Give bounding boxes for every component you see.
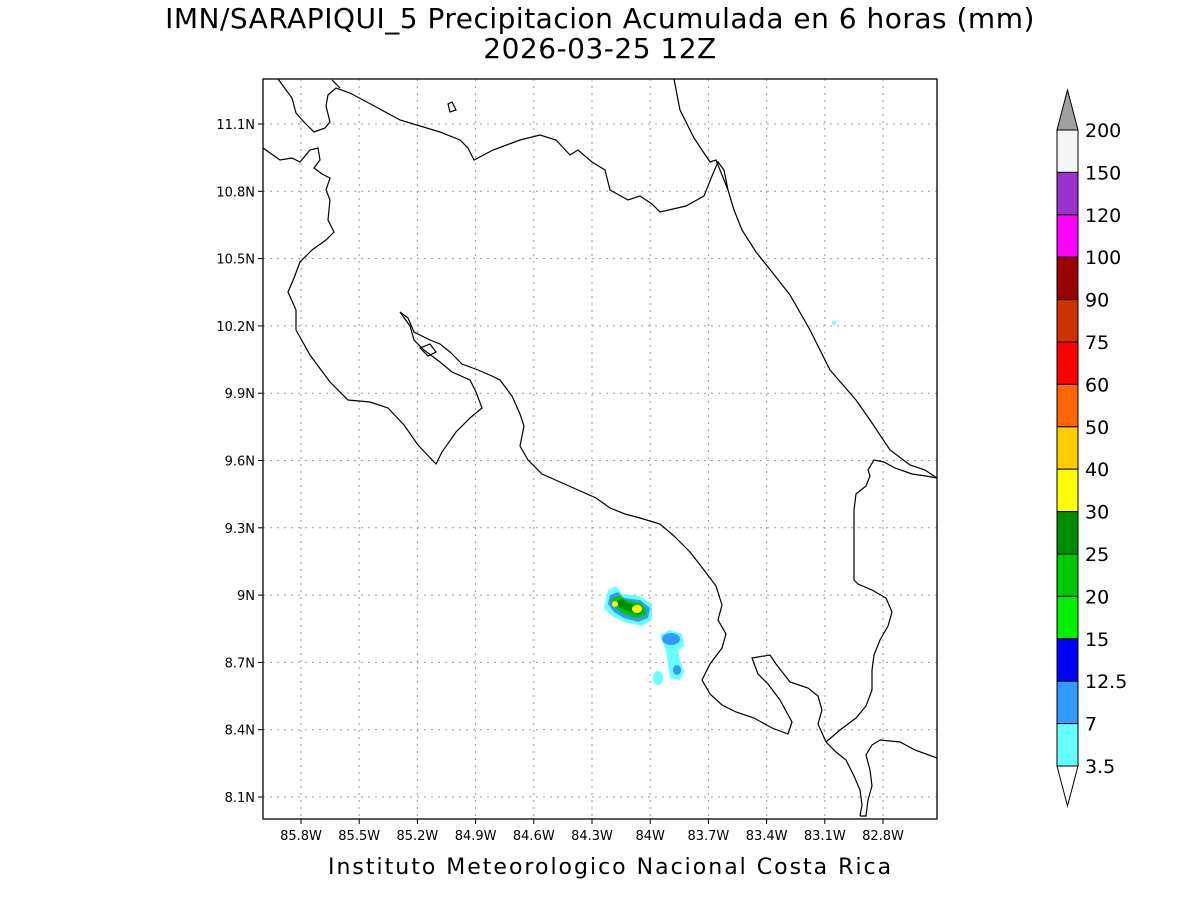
lon-tick-label: 85.8W xyxy=(280,829,322,844)
lat-tick-label: 8.7N xyxy=(225,656,255,671)
legend-swatch xyxy=(1056,426,1079,470)
legend-swatch xyxy=(1056,723,1079,767)
legend-swatch xyxy=(1056,553,1079,597)
legend-label: 30 xyxy=(1085,502,1109,524)
lat-tick-label: 10.5N xyxy=(216,253,255,268)
precipitation-field xyxy=(604,321,836,685)
legend-label: 75 xyxy=(1085,332,1109,354)
northern-border xyxy=(331,79,341,89)
color-legend: 200 150 120 100 90 75 60 50 40 30 25 20 15 12.5 7 3.5 xyxy=(1056,88,1127,808)
lat-tick-label: 11.1N xyxy=(216,118,255,133)
legend-label: 15 xyxy=(1085,629,1109,651)
panama-border-coastline xyxy=(860,739,937,817)
map-title: IMN/SARAPIQUI_5 Precipitacion Acumulada … xyxy=(165,2,1035,35)
legend-bottom-triangle xyxy=(1056,765,1079,808)
map-frame xyxy=(262,78,938,820)
legend-label: 200 xyxy=(1085,120,1121,142)
lon-tick-label: 84.6W xyxy=(513,829,555,844)
legend-label: 25 xyxy=(1085,544,1109,566)
lat-tick-label: 10.2N xyxy=(216,320,255,335)
legend-swatch xyxy=(1056,171,1079,216)
map-gridlines xyxy=(263,79,937,819)
legend-swatch xyxy=(1056,214,1079,258)
pacific-coastline xyxy=(277,79,729,213)
lon-tick-label: 83.4W xyxy=(746,829,788,844)
legend-label: 90 xyxy=(1085,290,1109,312)
lat-tick-label: 9.6N xyxy=(225,455,255,470)
lon-tick-label: 83.7W xyxy=(687,829,729,844)
caribbean-coastline xyxy=(673,79,937,479)
legend-swatch xyxy=(1056,299,1079,343)
map-datetime: 2026-03-25 12Z xyxy=(483,32,717,65)
lon-tick-label: 84.3W xyxy=(571,829,613,844)
lon-tick-label: 84.9W xyxy=(455,829,497,844)
legend-swatch xyxy=(1056,341,1079,385)
nicoya-and-southern-coastline xyxy=(263,147,863,817)
legend-label: 50 xyxy=(1085,417,1109,439)
osa-peninsula-coast xyxy=(825,459,937,743)
lake-island xyxy=(418,343,437,357)
coastline xyxy=(263,79,937,817)
lat-tick-label: 10.8N xyxy=(216,185,255,200)
legend-label: 60 xyxy=(1085,374,1109,396)
lat-tick-label: 9N xyxy=(237,589,255,604)
lat-tick-label: 8.4N xyxy=(225,724,255,739)
legend-swatch xyxy=(1056,638,1079,682)
legend-swatch xyxy=(1056,595,1079,640)
latitude-axis: 11.1N 10.8N 10.5N 10.2N 9.9N 9.6N 9.3N 9N 8.7N 8.… xyxy=(216,118,263,806)
lon-tick-label: 83.1W xyxy=(804,829,846,844)
lat-tick-label: 9.3N xyxy=(225,522,255,537)
legend-swatch xyxy=(1056,383,1079,428)
legend-label: 20 xyxy=(1085,586,1109,608)
precip-cluster-main xyxy=(604,586,652,626)
legend-label: 100 xyxy=(1085,247,1121,269)
lon-tick-label: 84W xyxy=(635,829,665,844)
lat-tick-label: 8.1N xyxy=(225,791,255,806)
legend-label: 12.5 xyxy=(1085,671,1127,693)
lat-tick-label: 9.9N xyxy=(225,387,255,402)
precip-cluster-northeast xyxy=(832,321,836,325)
lon-tick-label: 82.8W xyxy=(862,829,904,844)
legend-label: 120 xyxy=(1085,205,1121,227)
legend-top-triangle xyxy=(1056,88,1079,131)
legend-swatch xyxy=(1056,129,1079,173)
legend-swatch xyxy=(1056,680,1079,725)
legend-swatch xyxy=(1056,468,1079,513)
legend-swatch xyxy=(1056,511,1079,555)
legend-swatch xyxy=(1056,256,1079,301)
legend-label: 3.5 xyxy=(1085,756,1115,778)
lon-tick-label: 85.2W xyxy=(396,829,438,844)
legend-label: 7 xyxy=(1085,714,1097,736)
legend-label: 40 xyxy=(1085,459,1109,481)
lon-tick-label: 85.5W xyxy=(338,829,380,844)
precip-cluster-south xyxy=(653,630,684,685)
legend-label: 150 xyxy=(1085,162,1121,184)
map-footer-credit: Instituto Meteorologico Nacional Costa R… xyxy=(328,855,894,880)
north-island xyxy=(447,101,457,113)
longitude-axis: 85.8W 85.5W 85.2W 84.9W 84.6W 84.3W 84W 83.7W 83… xyxy=(280,819,904,844)
